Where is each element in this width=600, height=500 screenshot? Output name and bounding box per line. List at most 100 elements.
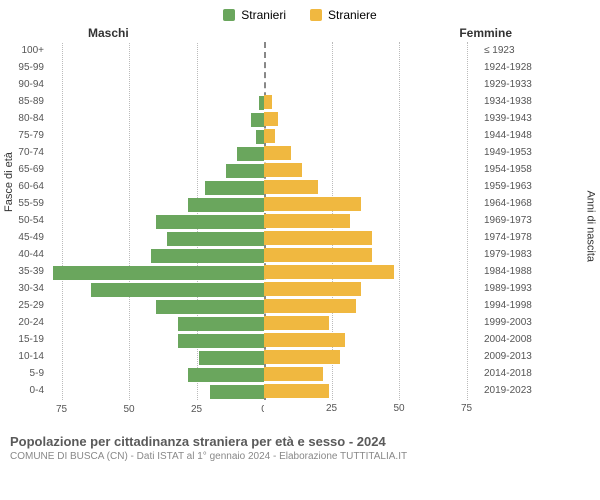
bar-male: [251, 113, 265, 127]
bar-male: [156, 215, 264, 229]
bar-row-male: [48, 264, 264, 281]
x-tick-label: 25: [191, 404, 202, 415]
bar-row-male: [48, 230, 264, 247]
bar-female: [264, 248, 372, 262]
bar-row-female: [264, 144, 480, 161]
bar-row-male: [48, 77, 264, 94]
x-tick-label: 25: [326, 403, 337, 414]
bar-female: [264, 316, 329, 330]
age-label: 10-14: [0, 348, 48, 365]
bar-female: [264, 350, 340, 364]
bar-female: [264, 265, 394, 279]
bar-row-female: [264, 314, 480, 331]
age-label: 75-79: [0, 127, 48, 144]
bar-row-female: [264, 348, 480, 365]
age-label: 5-9: [0, 365, 48, 382]
bar-male: [199, 351, 264, 365]
bar-male: [178, 334, 264, 348]
bar-row-male: [48, 145, 264, 162]
age-label: 0-4: [0, 382, 48, 399]
legend-swatch-male: [223, 9, 235, 21]
bar-row-male: [48, 315, 264, 332]
bar-male: [205, 181, 264, 195]
birth-label: 2004-2008: [480, 331, 552, 348]
birth-label: 1999-2003: [480, 314, 552, 331]
age-label: 25-29: [0, 297, 48, 314]
x-tick-label: 50: [123, 404, 134, 415]
bar-female: [264, 95, 272, 109]
bar-row-female: [264, 280, 480, 297]
bar-row-male: [48, 247, 264, 264]
bar-row-male: [48, 366, 264, 383]
bar-male: [188, 198, 264, 212]
y-axis-right-labels: ≤ 19231924-19281929-19331934-19381939-19…: [480, 42, 552, 430]
bar-female: [264, 367, 323, 381]
age-label: 100+: [0, 42, 48, 59]
legend: Stranieri Straniere: [0, 0, 600, 22]
legend-item-female: Straniere: [310, 8, 377, 22]
birth-label: 1949-1953: [480, 144, 552, 161]
bar-row-male: [48, 162, 264, 179]
birth-label: 1934-1938: [480, 93, 552, 110]
age-label: 15-19: [0, 331, 48, 348]
bar-row-male: [48, 43, 264, 60]
bar-female: [264, 129, 275, 143]
bar-female: [264, 180, 318, 194]
bar-female: [264, 214, 350, 228]
plot-male: 7550250: [48, 42, 264, 430]
bar-row-female: [264, 110, 480, 127]
birth-label: 1974-1978: [480, 229, 552, 246]
age-label: 20-24: [0, 314, 48, 331]
bar-male: [156, 300, 264, 314]
bar-row-male: [48, 298, 264, 315]
bar-row-male: [48, 60, 264, 77]
bar-female: [264, 112, 278, 126]
bar-row-female: [264, 42, 480, 59]
header-male: Maschi: [88, 26, 129, 40]
bar-row-female: [264, 127, 480, 144]
birth-label: 1994-1998: [480, 297, 552, 314]
bar-row-male: [48, 179, 264, 196]
x-tick-label: 50: [393, 403, 404, 414]
birth-label: 1969-1973: [480, 212, 552, 229]
legend-item-male: Stranieri: [223, 8, 286, 22]
bar-row-male: [48, 213, 264, 230]
population-pyramid-chart: Fasce di età Anni di nascita 100+95-9990…: [0, 42, 600, 430]
plot-female: 25 50 75: [264, 42, 480, 430]
birth-label: 1984-1988: [480, 263, 552, 280]
chart-subtitle: COMUNE DI BUSCA (CN) - Dati ISTAT al 1° …: [10, 451, 590, 462]
birth-label: 1954-1958: [480, 161, 552, 178]
bar-row-male: [48, 128, 264, 145]
legend-swatch-female: [310, 9, 322, 21]
bar-row-male: [48, 281, 264, 298]
bar-row-female: [264, 297, 480, 314]
bar-female: [264, 231, 372, 245]
age-label: 95-99: [0, 59, 48, 76]
bar-row-female: [264, 76, 480, 93]
bar-male: [226, 164, 264, 178]
birth-label: 1959-1963: [480, 178, 552, 195]
x-ticks-right: 25 50 75: [264, 399, 480, 429]
birth-label: 1939-1943: [480, 110, 552, 127]
bar-row-female: [264, 93, 480, 110]
bar-male: [151, 249, 264, 263]
age-label: 80-84: [0, 110, 48, 127]
x-tick-label: 75: [461, 403, 472, 414]
birth-label: 1979-1983: [480, 246, 552, 263]
age-label: 40-44: [0, 246, 48, 263]
bar-female: [264, 299, 356, 313]
bar-male: [256, 130, 264, 144]
bar-row-female: [264, 365, 480, 382]
age-label: 90-94: [0, 76, 48, 93]
bar-female: [264, 146, 291, 160]
bar-female: [264, 282, 361, 296]
bar-row-female: [264, 195, 480, 212]
age-label: 30-34: [0, 280, 48, 297]
bar-male: [178, 317, 264, 331]
bar-female: [264, 333, 345, 347]
age-label: 85-89: [0, 93, 48, 110]
age-label: 50-54: [0, 212, 48, 229]
y-axis-left-title: Fasce di età: [3, 152, 15, 212]
bar-row-female: [264, 178, 480, 195]
column-headers: Maschi Femmine: [0, 26, 600, 40]
